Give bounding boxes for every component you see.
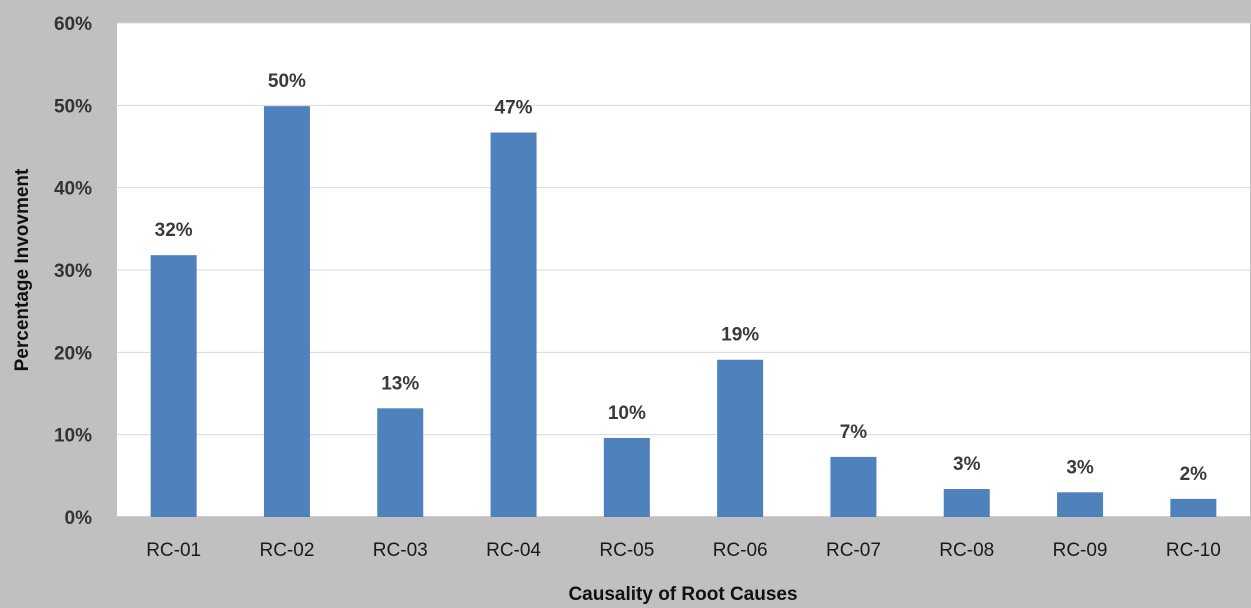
data-label: 3% — [1066, 457, 1094, 478]
data-label: 10% — [608, 403, 646, 424]
data-label: 2% — [1180, 464, 1208, 485]
x-tick-label: RC-03 — [373, 540, 428, 561]
data-label: 13% — [381, 373, 419, 394]
data-label: 32% — [155, 220, 193, 241]
bar-rc-09 — [1057, 492, 1104, 517]
x-tick-label: RC-07 — [826, 540, 881, 561]
y-tick-label: 60% — [54, 14, 92, 35]
x-tick-label: RC-02 — [259, 540, 314, 561]
bar-rc-02 — [263, 106, 310, 517]
y-tick-label: 30% — [54, 261, 92, 282]
x-tick-label: RC-01 — [146, 540, 201, 561]
y-tick-label: 10% — [54, 426, 92, 447]
y-tick-label: 40% — [54, 179, 92, 200]
bar-rc-10 — [1170, 498, 1217, 517]
data-label: 7% — [840, 422, 868, 443]
data-label: 50% — [268, 71, 306, 92]
bar-rc-08 — [943, 489, 990, 517]
bar-rc-01 — [150, 255, 197, 517]
data-label: 47% — [495, 98, 533, 119]
y-tick-label: 50% — [54, 96, 92, 117]
bar-rc-07 — [830, 456, 877, 517]
y-tick-label: 0% — [65, 508, 93, 529]
x-axis-ticks: RC-01 RC-02 RC-03 RC-04 RC-05 RC-06 RC-07 RC-08… — [146, 540, 1221, 561]
x-tick-label: RC-04 — [486, 540, 541, 561]
data-label: 3% — [953, 454, 981, 475]
x-tick-label: RC-08 — [939, 540, 994, 561]
data-label: 19% — [721, 325, 759, 346]
x-tick-label: RC-05 — [599, 540, 654, 561]
bar-rc-06 — [717, 359, 764, 517]
x-tick-label: RC-10 — [1166, 540, 1221, 561]
bar-rc-05 — [603, 437, 650, 517]
y-axis-ticks: 0% 10% 20% 30% 40% 50% 60% — [54, 14, 92, 529]
bar-rc-04 — [490, 132, 537, 517]
y-axis-title: Percentage Invovment — [12, 168, 33, 371]
x-axis-title: Causality of Root Causes — [568, 584, 797, 605]
bars — [150, 106, 1217, 517]
x-tick-label: RC-09 — [1053, 540, 1108, 561]
x-tick-label: RC-06 — [713, 540, 768, 561]
y-tick-label: 20% — [54, 343, 92, 364]
bar-rc-03 — [377, 408, 424, 517]
data-labels: 32% 50% 13% 47% 10% 19% 7% 3% 3% 2% — [155, 71, 1208, 485]
